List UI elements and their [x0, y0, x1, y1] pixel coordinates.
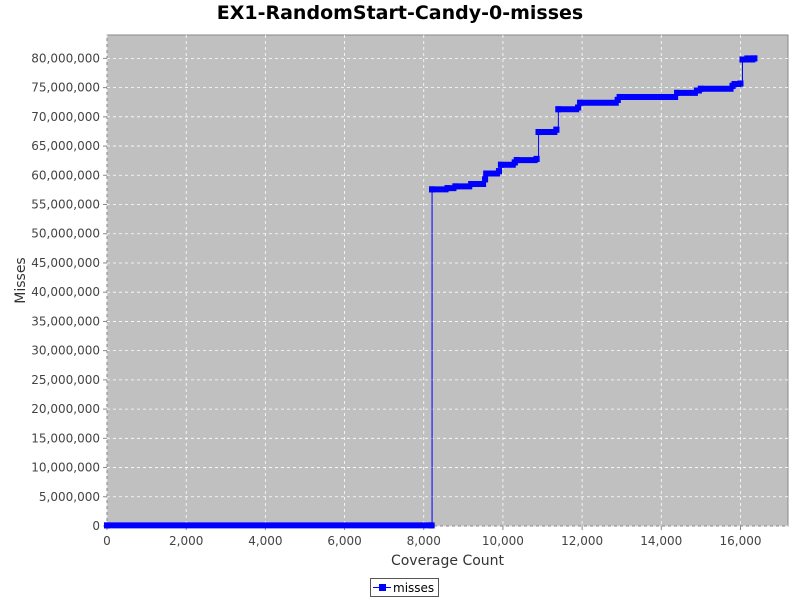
y-tick-label: 70,000,000 — [31, 110, 100, 124]
x-tick-label: 12,000 — [561, 534, 603, 548]
y-tick-label: 50,000,000 — [31, 227, 100, 241]
x-axis-label: Coverage Count — [391, 553, 505, 569]
data-point — [468, 181, 475, 188]
data-point — [737, 80, 744, 87]
y-tick-label: 15,000,000 — [31, 431, 100, 445]
y-tick-label: 60,000,000 — [31, 168, 100, 182]
x-tick-label: 10,000 — [482, 534, 524, 548]
data-point — [674, 89, 681, 96]
legend-swatch-icon — [373, 583, 391, 593]
y-tick-label: 10,000,000 — [31, 461, 100, 475]
y-tick-label: 5,000,000 — [39, 490, 100, 504]
data-point — [693, 87, 700, 94]
data-point — [429, 186, 436, 193]
y-tick-label: 40,000,000 — [31, 285, 100, 299]
data-point — [535, 129, 542, 136]
y-tick-label: 0 — [92, 519, 100, 533]
data-point — [616, 93, 623, 100]
data-point — [428, 522, 435, 529]
x-tick-label: 4,000 — [248, 534, 282, 548]
y-tick-label: 45,000,000 — [31, 256, 100, 270]
data-point — [104, 522, 110, 529]
grid-lines — [106, 35, 788, 527]
series-misses — [104, 55, 758, 529]
y-tick-label: 55,000,000 — [31, 198, 100, 212]
data-point — [483, 170, 490, 177]
x-tick-label: 0 — [103, 534, 111, 548]
data-point — [577, 99, 584, 106]
data-point — [513, 157, 520, 164]
x-tick-label: 8,000 — [407, 534, 441, 548]
data-point — [482, 176, 489, 183]
y-tick-label: 75,000,000 — [31, 81, 100, 95]
y-tick-label: 20,000,000 — [31, 402, 100, 416]
data-point — [533, 155, 540, 162]
data-point — [495, 168, 502, 175]
plot-area — [106, 34, 789, 527]
y-tick-label: 80,000,000 — [31, 51, 100, 65]
y-tick-label: 25,000,000 — [31, 373, 100, 387]
y-tick-label: 30,000,000 — [31, 344, 100, 358]
data-point — [555, 106, 562, 113]
data-point — [553, 126, 560, 133]
legend: misses — [370, 578, 440, 597]
x-tick-label: 14,000 — [640, 534, 682, 548]
y-tick-label: 35,000,000 — [31, 314, 100, 328]
data-point — [739, 56, 746, 63]
data-point — [497, 161, 504, 168]
data-point — [452, 183, 459, 190]
data-point — [444, 185, 451, 192]
y-axis-label: Misses — [13, 257, 29, 303]
data-point — [575, 104, 582, 111]
data-point — [751, 55, 758, 62]
x-tick-label: 6,000 — [327, 534, 361, 548]
legend-label: misses — [393, 580, 435, 595]
x-tick-label: 2,000 — [169, 534, 203, 548]
chart-title: EX1-RandomStart-Candy-0-misses — [216, 2, 584, 24]
data-point — [731, 81, 738, 88]
data-point — [697, 85, 704, 92]
axes: 0 2,000 4,000 6,000 8,000 10,000 12,000 14,000 1… — [31, 51, 761, 548]
x-tick-label: 16,000 — [719, 534, 761, 548]
y-tick-label: 65,000,000 — [31, 139, 100, 153]
